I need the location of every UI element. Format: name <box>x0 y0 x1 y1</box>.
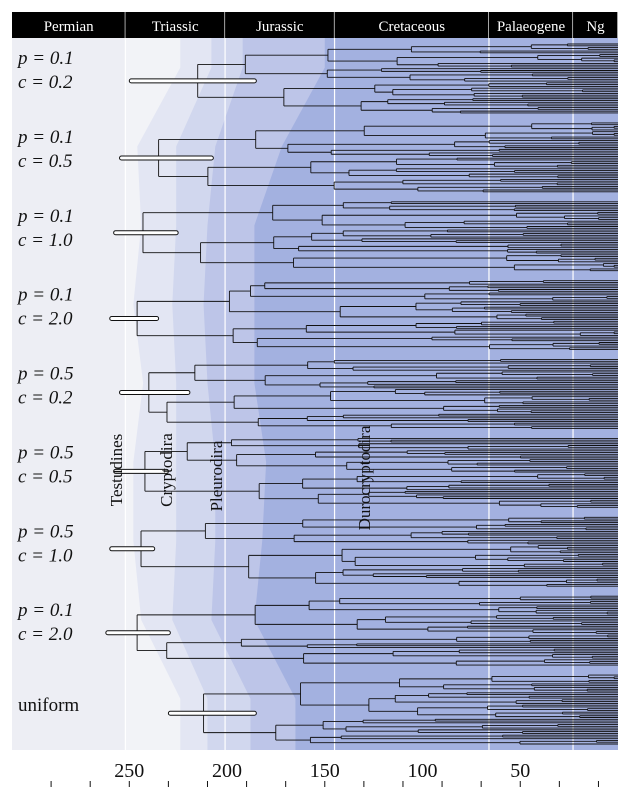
period-header: Permian Triassic Jurassic Cretaceous Palaeog… <box>12 12 618 38</box>
tree-label-line1: p = 0.5 <box>16 521 74 542</box>
tree-label-line2: c = 2.0 <box>18 309 73 330</box>
period-name: Triassic <box>152 19 199 35</box>
tree-label-line1: p = 0.1 <box>16 48 74 69</box>
x-tick-label: 100 <box>408 760 438 782</box>
period-header-cell <box>125 12 226 38</box>
tree-labels: p = 0.1 c = 0.2 p = 0.1 c = 0.5 p = 0.1 c = 1… <box>16 48 79 716</box>
tree <box>142 201 618 272</box>
period-name: Jurassic <box>256 19 304 35</box>
clade-label: Pleurodira <box>207 440 226 511</box>
tree-label-line2: c = 0.5 <box>18 466 73 487</box>
clade-shade-durocryptodira <box>254 38 618 750</box>
tree <box>144 437 618 508</box>
x-tick-label: 200 <box>212 760 242 782</box>
tree-label-line1: p = 0.1 <box>16 285 74 306</box>
root-age-interval <box>109 546 156 552</box>
clade-label: Durocryptodira <box>355 425 374 530</box>
tree <box>203 674 618 745</box>
tree <box>158 122 618 193</box>
period-header-cell <box>12 12 126 38</box>
root-age-interval <box>113 468 169 474</box>
tree-label-line2: c = 1.0 <box>18 545 73 566</box>
root-age-interval <box>109 316 160 322</box>
period-header-cell <box>488 12 574 38</box>
period-name: Palaeogene <box>497 19 566 35</box>
period-header-cell <box>573 12 618 38</box>
x-tick-label: 150 <box>310 760 340 782</box>
tree <box>197 43 618 114</box>
clade-labels: Testudines Cryptodira Pleurodira Durocrypto… <box>107 425 374 530</box>
clade-shading <box>133 38 618 750</box>
tree-label-line1: p = 0.5 <box>16 442 74 463</box>
root-age-interval <box>113 230 179 236</box>
period-name: Cretaceous <box>378 19 445 35</box>
tree-label-line2: c = 0.2 <box>18 72 73 93</box>
tree-label-line2: c = 1.0 <box>18 230 73 251</box>
root-age-interval <box>128 78 257 84</box>
tree-label-line1: uniform <box>18 695 79 716</box>
root-age-interval <box>119 389 191 395</box>
x-tick-label: 50 <box>510 760 530 782</box>
tree-label-line2: c = 0.5 <box>18 151 73 172</box>
trees <box>136 43 618 745</box>
period-name: Ng <box>586 19 605 35</box>
root-age-intervals <box>105 78 257 716</box>
period-name: Permian <box>44 19 94 35</box>
tree-label-line2: c = 2.0 <box>18 624 73 645</box>
tree <box>136 280 618 351</box>
root-age-interval <box>119 155 214 161</box>
clade-label: Testudines <box>107 434 126 506</box>
left-margin <box>0 12 12 750</box>
tree-label-line1: p = 0.1 <box>16 127 74 148</box>
period-header-cell <box>334 12 489 38</box>
x-axis: 250 200 150 100 50 <box>50 760 599 787</box>
clade-label: Cryptodira <box>157 433 176 507</box>
root-age-interval <box>167 710 257 716</box>
tree-label-line1: p = 0.5 <box>16 364 74 385</box>
tree <box>136 595 618 666</box>
tree <box>140 516 618 587</box>
tree <box>148 359 618 429</box>
root-age-interval <box>105 630 171 636</box>
period-header-cell <box>225 12 335 38</box>
tree-label-line1: p = 0.1 <box>16 206 74 227</box>
tree-label-line1: p = 0.1 <box>16 600 74 621</box>
tree-label-line2: c = 0.2 <box>18 388 73 409</box>
x-tick-label: 250 <box>114 760 144 782</box>
